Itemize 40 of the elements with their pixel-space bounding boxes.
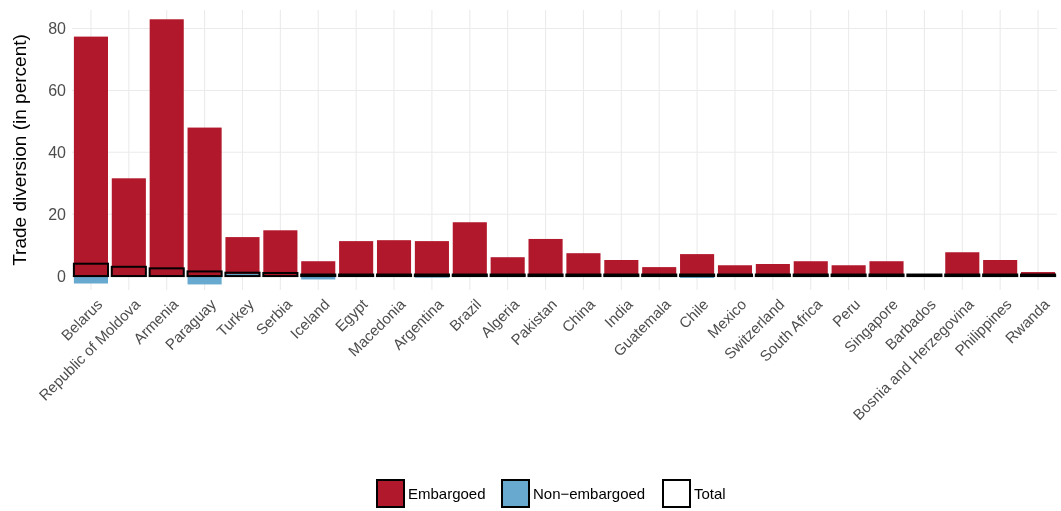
bar: [72, 262, 109, 278]
bar: [111, 178, 146, 277]
bar: [717, 265, 753, 277]
y-tick-label: 40: [48, 143, 67, 161]
bar: [225, 237, 260, 277]
bar: [187, 127, 222, 277]
bar: [831, 265, 866, 277]
legend-label: Total: [694, 485, 726, 503]
y-tick-label: 60: [48, 82, 67, 100]
bar: [528, 238, 563, 277]
bar: [301, 261, 336, 277]
bar: [110, 265, 147, 278]
bar: [604, 259, 639, 277]
bar: [869, 261, 904, 277]
y-tick-label: 80: [48, 20, 67, 38]
y-tick-label: 0: [57, 267, 67, 285]
bar: [945, 252, 980, 277]
bar: [755, 264, 790, 277]
bar: [148, 267, 185, 278]
bar: [566, 253, 601, 277]
bar: [263, 230, 298, 277]
bar: [983, 259, 1018, 277]
y-tick-label: 20: [48, 205, 67, 223]
y-axis-title: Trade diversion (in percent): [9, 34, 30, 266]
bar: [376, 240, 412, 277]
bar: [73, 276, 108, 284]
bar: [793, 261, 828, 277]
bar: [339, 241, 374, 277]
bar: [414, 241, 449, 277]
bar: [490, 257, 525, 277]
bar: [187, 276, 222, 285]
bar: [262, 271, 299, 278]
bar: [680, 254, 715, 277]
legend-label: Embargoed: [408, 485, 486, 503]
bar: [452, 222, 487, 277]
bar: [149, 19, 184, 277]
legend-label: Non−embargoed: [533, 485, 646, 503]
bar: [642, 267, 677, 277]
bar: [186, 270, 223, 278]
bar: [73, 36, 108, 277]
